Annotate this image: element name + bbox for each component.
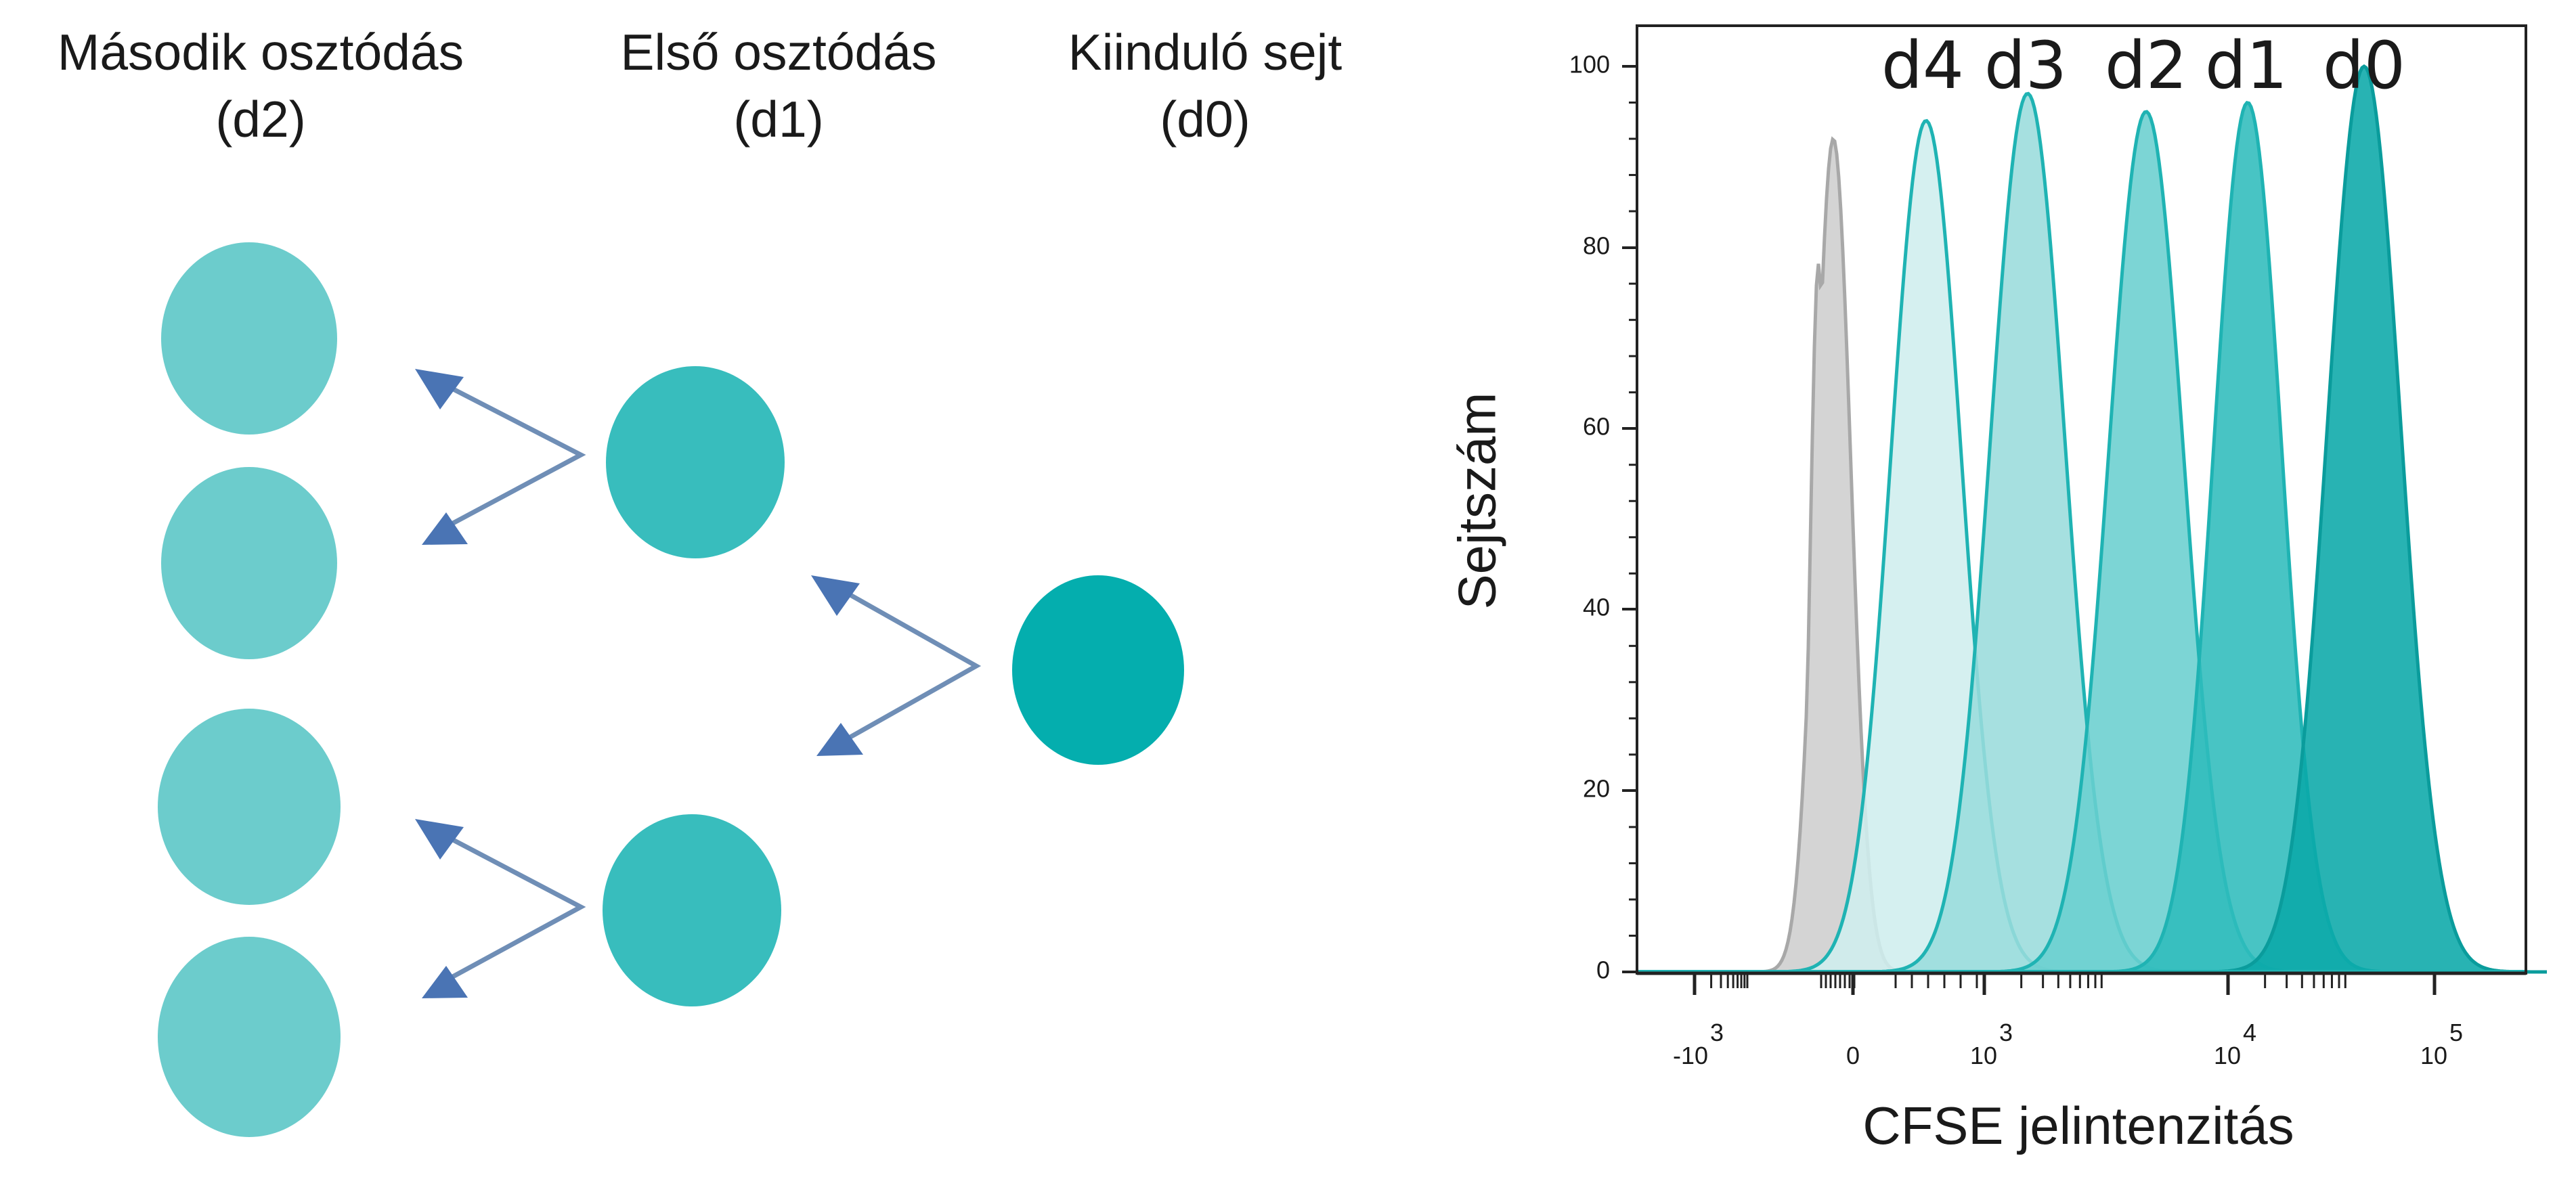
arrow-head-icon [422, 966, 468, 998]
division-arrow-center [811, 575, 982, 756]
cell-d1-1 [606, 366, 785, 558]
cell-d2-3 [158, 709, 341, 905]
y-tick-label: 80 [1583, 232, 1610, 260]
arrow-head-icon [811, 575, 860, 616]
peak-label-d4: d4 [1881, 28, 1964, 104]
header-first-division-tag: (d1) [733, 91, 823, 148]
x-tick-label-1e4: 10 [2214, 1042, 2241, 1069]
header-second-division: Második osztódás [58, 24, 464, 81]
y-tick-label: 60 [1583, 413, 1610, 441]
division-diagram: Második osztódás (d2) Első osztódás (d1)… [58, 24, 1342, 1137]
arrow-head-icon [415, 369, 464, 409]
x-tick-exponent: 5 [2449, 1019, 2463, 1046]
cell-d1-2 [603, 814, 781, 1006]
cell-d2-4 [158, 937, 341, 1137]
cfse-histogram: 0 20 40 60 80 100 -10 3 0 10 3 10 4 10 5… [1447, 24, 2547, 1155]
cell-d0 [1012, 575, 1184, 765]
histogram-peak-d0 [2181, 64, 2547, 974]
y-tick-label: 0 [1596, 956, 1610, 984]
x-tick-label-zero: 0 [1846, 1042, 1860, 1069]
y-tick-label: 100 [1569, 51, 1610, 79]
peak-label-d3: d3 [1984, 28, 2067, 104]
x-tick-label-1e5: 10 [2420, 1042, 2447, 1069]
division-arrow-top [415, 369, 586, 545]
cell-d2-2 [161, 467, 337, 659]
header-second-division-tag: (d2) [215, 91, 305, 148]
x-tick-label-1e3: 10 [1970, 1042, 1997, 1069]
header-first-division: Első osztódás [621, 24, 937, 81]
x-minor-ticks [1710, 973, 2346, 988]
histogram-peaks [1637, 64, 2547, 974]
x-axis-title: CFSE jelintenzitás [1862, 1096, 2294, 1155]
x-tick-exponent: 3 [1999, 1019, 2013, 1046]
x-tick-label-neg-1e3: -10 [1673, 1042, 1708, 1069]
arrow-head-icon [816, 723, 863, 756]
header-starting-cell-tag: (d0) [1160, 91, 1250, 148]
x-tick-exponent: 4 [2243, 1019, 2256, 1046]
y-minor-ticks [1629, 102, 1637, 937]
header-starting-cell: Kiinduló sejt [1068, 24, 1342, 81]
peak-label-d2: d2 [2105, 28, 2187, 104]
peak-label-d1: d1 [2205, 28, 2288, 104]
arrow-head-icon [422, 512, 468, 545]
division-arrow-bottom [415, 819, 586, 998]
arrow-head-icon [415, 819, 464, 860]
y-tick-label: 20 [1583, 775, 1610, 803]
y-axis-ticks: 0 20 40 60 80 100 [1569, 51, 1637, 984]
peak-label-d0: d0 [2323, 28, 2405, 104]
x-tick-exponent: 3 [1710, 1019, 1724, 1046]
y-tick-label: 40 [1583, 594, 1610, 621]
x-axis-ticks: -10 3 0 10 3 10 4 10 5 [1673, 973, 2463, 1069]
cell-d2-1 [161, 242, 337, 435]
y-axis-title: Sejtszám [1447, 393, 1507, 610]
